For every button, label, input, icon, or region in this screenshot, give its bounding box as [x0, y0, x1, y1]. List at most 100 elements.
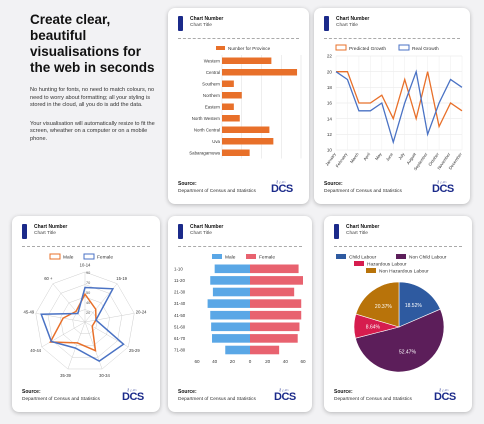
bar	[222, 126, 270, 133]
x-tick-label: April	[362, 152, 371, 162]
x-tick-label: 40	[283, 359, 289, 364]
category-label: Northern	[203, 93, 221, 98]
y-tick-label: 22	[327, 54, 333, 59]
source-label: Source:	[178, 389, 197, 395]
chart-svg: Male Female 1-10 11-20 21-30 31-40 41-50 51-60 6…	[174, 254, 306, 364]
legend-label: Non Hazardous Labour	[379, 269, 429, 275]
x-tick-label: 5	[240, 162, 243, 163]
bar-female	[250, 299, 302, 308]
radar-spoke	[41, 321, 86, 348]
legend-label-province: Number for Province	[228, 46, 271, 51]
bar	[222, 149, 250, 156]
header-divider	[22, 246, 150, 247]
chart-card-growth[interactable]: Chart Number Chart Title Source: Department…	[314, 8, 470, 204]
chart-title: Chart Title	[336, 23, 358, 28]
bar	[222, 80, 234, 87]
x-tick-label: July	[397, 151, 406, 161]
y-tick-label: 10	[327, 148, 333, 153]
legend-swatch-predicted	[335, 44, 347, 51]
header-divider	[178, 38, 299, 39]
legend-swatch	[396, 254, 406, 259]
intro-heading: Create clear, beautiful visualisations f…	[30, 12, 155, 75]
bar-male	[210, 310, 250, 320]
radar-spoke	[52, 283, 86, 323]
x-tick-label: February	[335, 151, 349, 168]
bar	[222, 138, 274, 145]
legend-label: Hazardous Labour	[367, 262, 407, 268]
x-tick-label: 10	[259, 162, 265, 163]
radar-tick-label: 70	[86, 281, 90, 285]
chart-number: Chart Number	[190, 224, 224, 230]
chart-number: Chart Number	[190, 16, 224, 22]
radar-tick-label: 20	[86, 311, 90, 315]
radar-axis-label: 10-14	[80, 263, 91, 268]
pie-slice	[398, 281, 441, 328]
legend-swatch	[366, 268, 376, 273]
source-label: Source:	[178, 181, 197, 187]
card-accent-bar	[178, 16, 183, 31]
y-tick-label: 20	[327, 69, 333, 74]
bar-male	[225, 345, 250, 355]
y-tick-label: 16	[327, 101, 333, 106]
logo-tagline: ශ්‍රී ලංකා	[276, 180, 286, 184]
legend-swatch	[354, 261, 364, 266]
legend-swatch-female	[246, 254, 256, 259]
chart-title: Chart Title	[190, 23, 212, 28]
category-label: Western	[204, 58, 221, 63]
header-divider	[324, 38, 460, 39]
dcs-logo: ශ්‍රී ලංකා DCS	[122, 388, 150, 404]
chart-title: Chart Title	[346, 231, 368, 236]
legend-label-real: Real Growth	[412, 46, 439, 52]
source-value: Department of Census and Statistics	[178, 397, 256, 402]
age-group-label: 1-10	[174, 266, 183, 271]
chart-svg: Predicted Growth Real Growth 10 12 14 16 18 20 2…	[324, 44, 463, 171]
category-label: North Western	[192, 116, 221, 121]
x-tick-label: 0	[221, 162, 224, 163]
y-tick-label: 14	[327, 116, 333, 121]
legend-label-male: Male	[63, 255, 74, 261]
logo-text: DCS	[432, 183, 454, 195]
legend-swatch-female	[83, 253, 95, 260]
card-accent-bar	[324, 16, 329, 31]
bar-female	[250, 322, 300, 332]
bar	[222, 103, 234, 110]
logo-tagline: ශ්‍රී ලංකා	[279, 388, 289, 392]
source-value: Department of Census and Statistics	[22, 397, 100, 402]
pie-slice-label: 18.52%	[405, 303, 423, 309]
source-label: Source:	[324, 181, 343, 187]
bar-female	[250, 310, 302, 320]
radar-spoke	[67, 321, 86, 370]
x-tick-label: 60	[300, 359, 306, 364]
pie-slice-label: 20.37%	[375, 304, 393, 310]
radar-grid	[35, 271, 135, 370]
card-accent-bar	[22, 224, 27, 239]
x-tick-label: May	[374, 151, 383, 161]
chart-card-labour-pie[interactable]: Chart Number Chart Title Source: Department…	[324, 216, 472, 412]
chart-card-province[interactable]: Chart Number Chart Title Source: Department…	[168, 8, 309, 204]
pie-slice	[355, 308, 445, 373]
x-tick-label: 40	[212, 359, 218, 364]
chart-number: Chart Number	[336, 16, 370, 22]
logo-text: DCS	[274, 391, 296, 403]
radar-axis-label: 15-19	[116, 276, 127, 281]
chart-card-pyramid[interactable]: Chart Number Chart Title Source: Department…	[168, 216, 312, 412]
legend-label-predicted: Predicted Growth	[349, 46, 386, 52]
header-divider	[334, 246, 462, 247]
legend-label: Child Labour	[349, 255, 377, 261]
radar-tick-label: 50	[86, 291, 90, 295]
series-area-male	[49, 292, 97, 352]
chart-svg: Number for Province 0 5 10 15 20 Western Centra…	[189, 46, 304, 163]
pie-slice-label: 8.64%	[366, 324, 381, 330]
radar-axis-label: 25-29	[129, 348, 140, 353]
age-group-label: 31-40	[174, 301, 186, 306]
legend-label-female: Female	[97, 255, 113, 261]
radar-spoke	[84, 313, 135, 323]
source-value: Department of Census and Statistics	[324, 189, 402, 194]
dcs-logo: ශ්‍රී ලංකා DCS	[271, 180, 299, 196]
chart-card-radar[interactable]: Chart Number Chart Title Source: Department…	[12, 216, 160, 412]
logo-tagline: ශ්‍රී ලංකා	[127, 388, 137, 392]
dcs-logo: ශ්‍රී ලංකා DCS	[432, 180, 460, 196]
pie-slice	[355, 281, 400, 328]
bar-female	[250, 345, 280, 355]
